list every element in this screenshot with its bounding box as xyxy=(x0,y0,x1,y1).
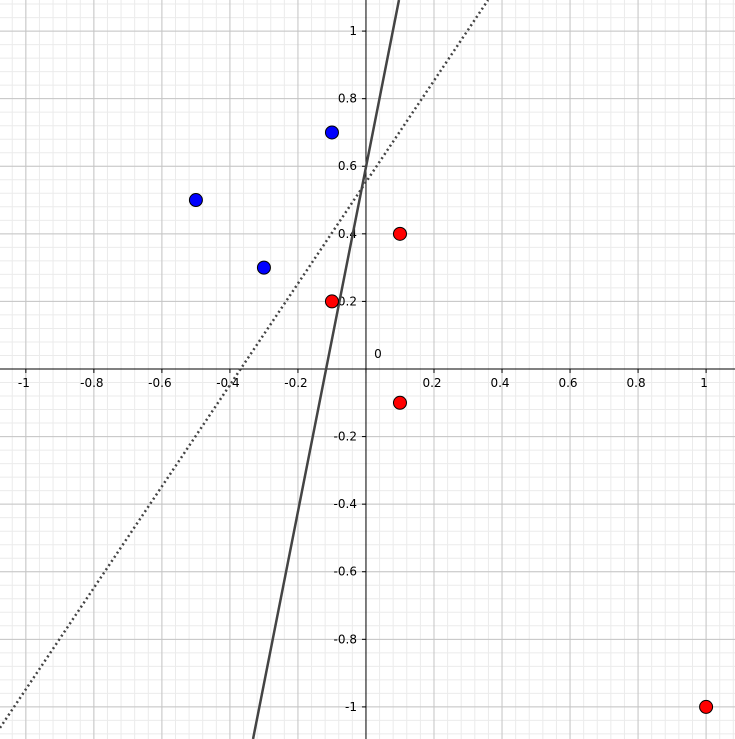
y-tick-label: -0.4 xyxy=(334,497,357,511)
point xyxy=(324,125,339,140)
point xyxy=(256,260,271,275)
y-tick-label: 0.2 xyxy=(338,294,357,308)
y-tick-label: 0.6 xyxy=(338,159,357,173)
x-tick-label: 0.4 xyxy=(490,376,509,390)
point xyxy=(188,193,203,208)
x-tick-label: 1 xyxy=(700,376,708,390)
x-tick-label: 0.8 xyxy=(627,376,646,390)
x-tick-label: -0.8 xyxy=(80,376,103,390)
x-tick-label: 0 xyxy=(374,347,382,361)
point xyxy=(392,395,407,410)
x-tick-label: -0.2 xyxy=(284,376,307,390)
x-tick-label: -1 xyxy=(18,376,30,390)
point xyxy=(392,226,407,241)
y-tick-label: -0.6 xyxy=(334,565,357,579)
y-tick-label: -0.2 xyxy=(334,430,357,444)
line xyxy=(251,0,401,739)
x-tick-label: 0.6 xyxy=(558,376,577,390)
y-tick-label: 0.8 xyxy=(338,92,357,106)
y-tick-label: 1 xyxy=(349,24,357,38)
point xyxy=(699,699,714,714)
point xyxy=(324,294,339,309)
y-tick-label: -0.8 xyxy=(334,632,357,646)
y-tick-label: -1 xyxy=(345,700,357,714)
x-tick-label: -0.4 xyxy=(216,376,239,390)
line xyxy=(0,0,490,729)
x-tick-label: -0.6 xyxy=(148,376,171,390)
x-tick-label: 0.2 xyxy=(422,376,441,390)
